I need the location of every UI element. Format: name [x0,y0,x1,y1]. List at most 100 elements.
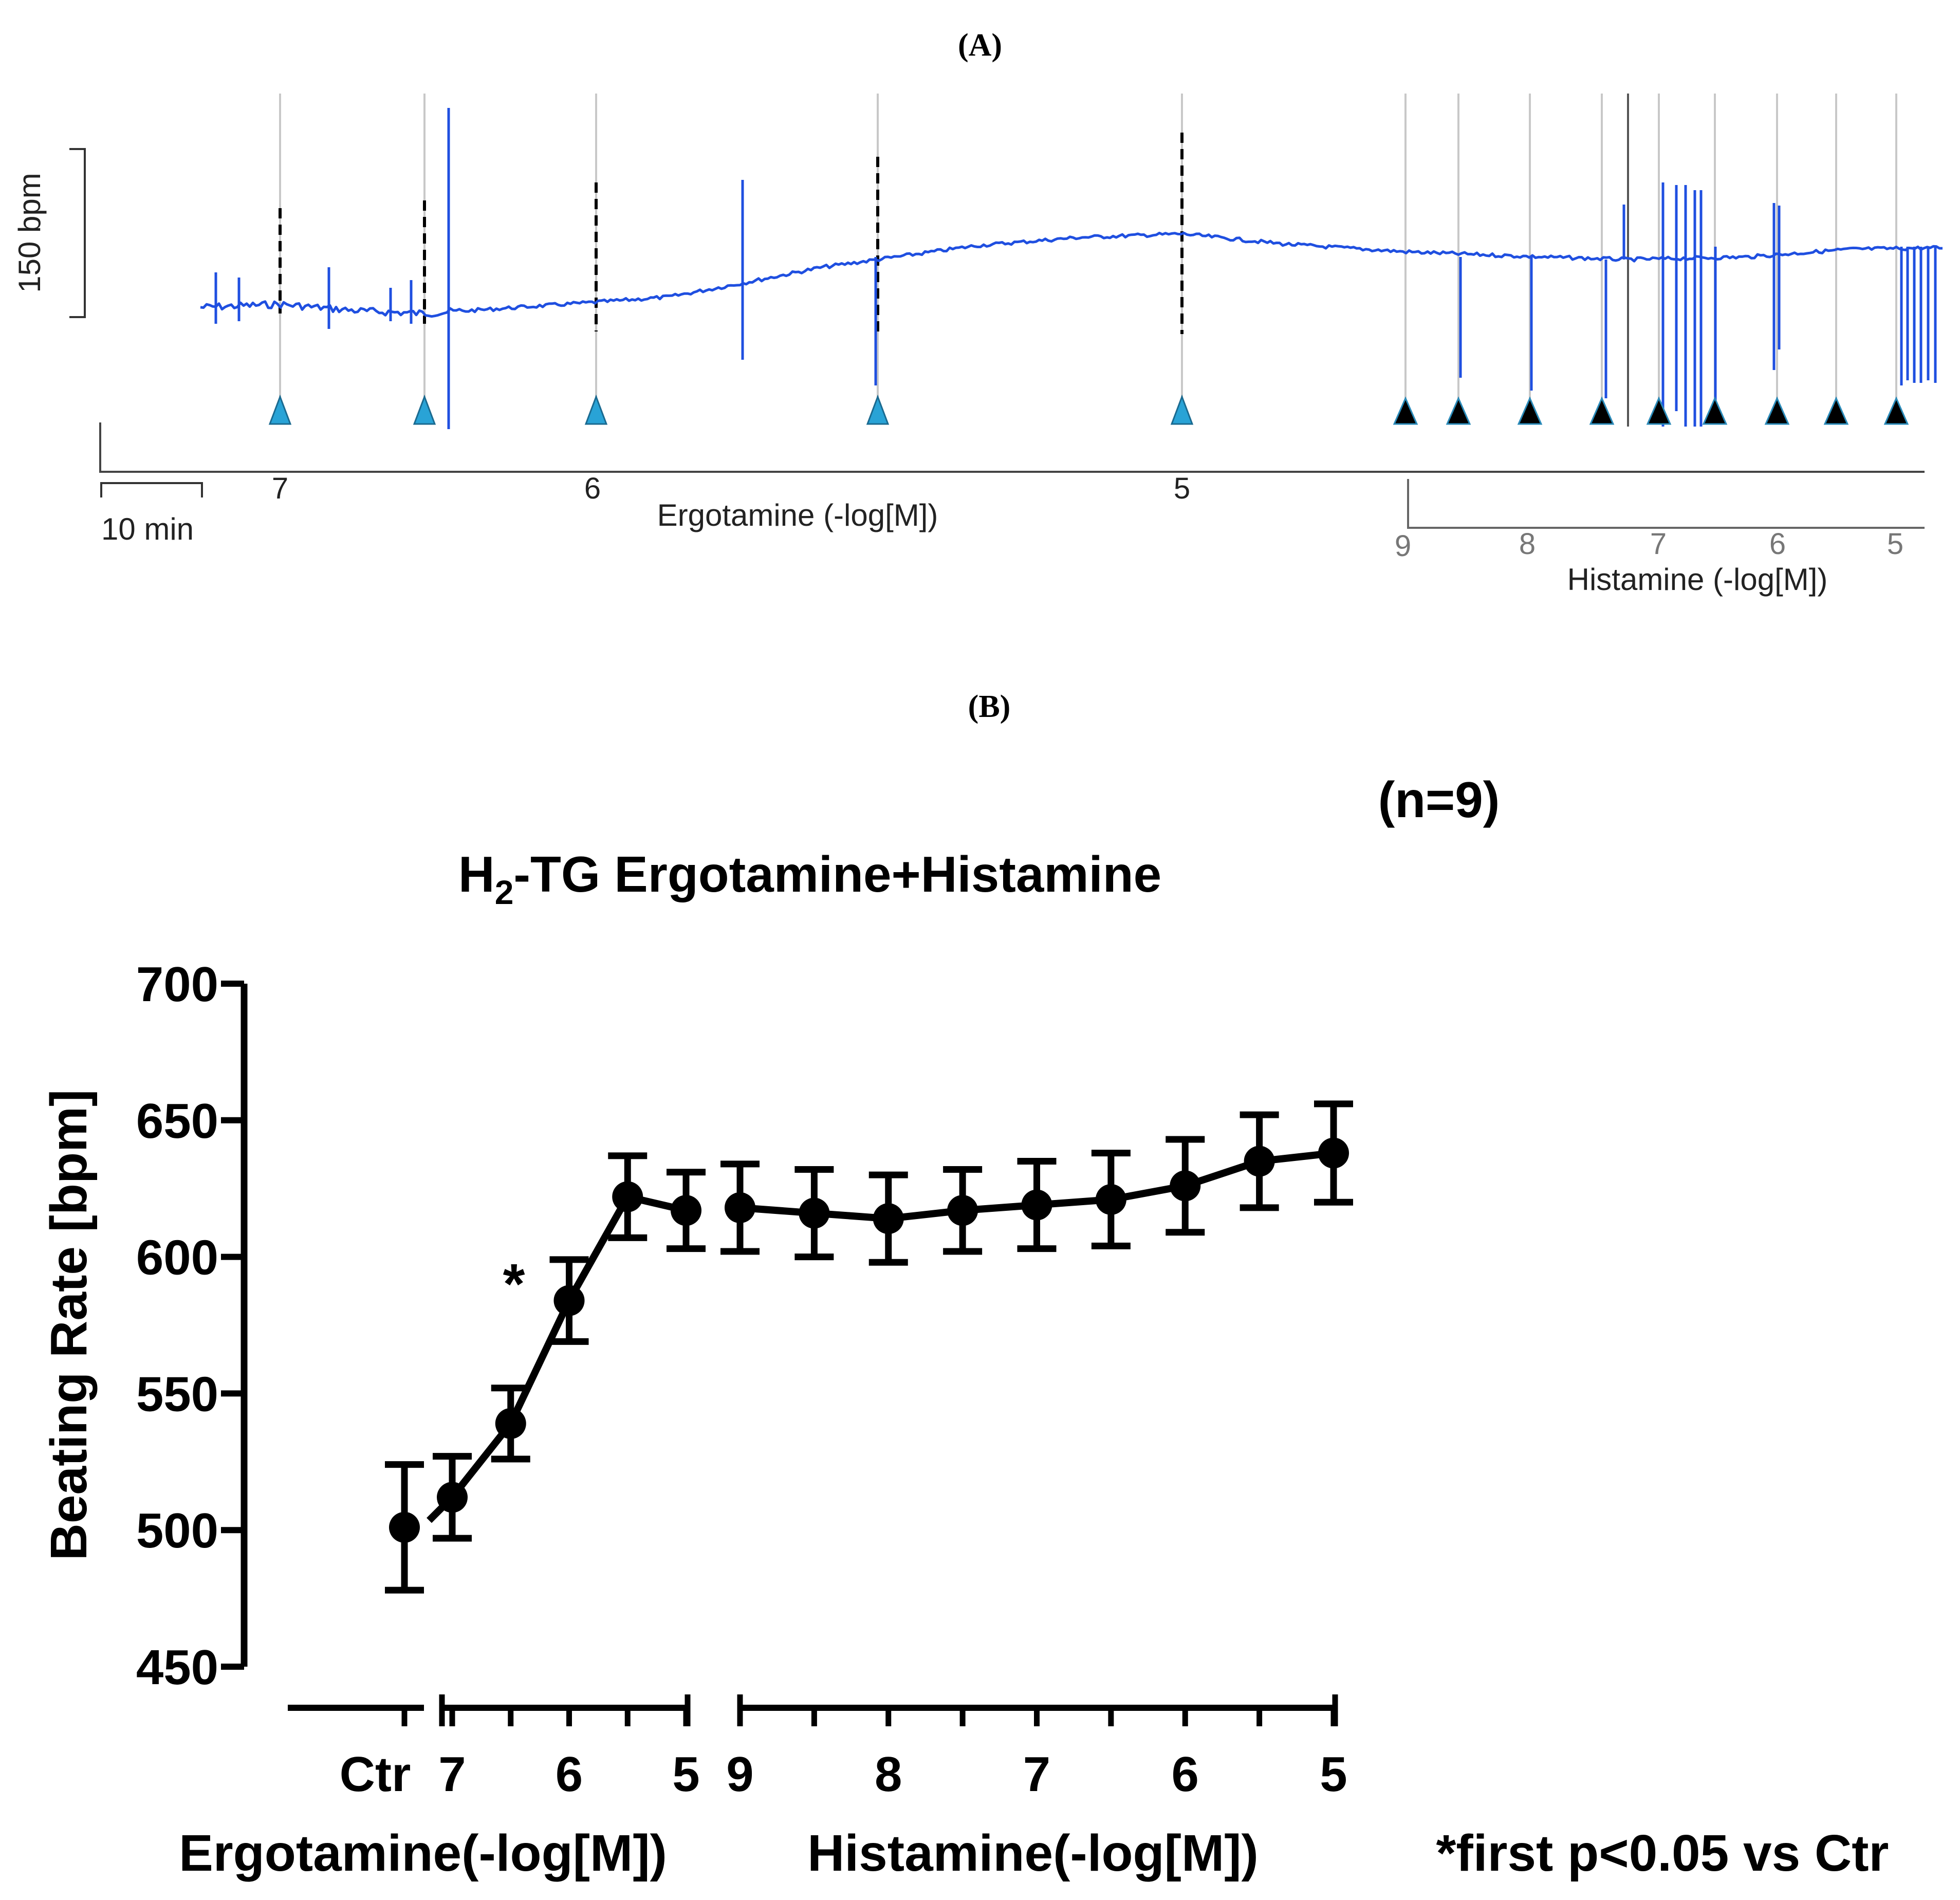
series-line [427,1193,687,1523]
black-triangle-icon [1589,396,1615,425]
his-tick-7: 7 [1650,527,1667,561]
dashed-addition-lines [279,133,1184,334]
black-triangle-icon [1517,396,1543,425]
histamine-addition-marker [1517,396,1543,425]
panel-a-label: (A) [958,28,1002,63]
ergotamine-axis-label: Ergotamine (-log[M]) [657,498,938,532]
data-point [947,1195,978,1226]
his-tick-6: 6 [1769,527,1786,561]
histamine-addition-marker [1446,396,1471,425]
data-point [1021,1189,1052,1221]
data-point [671,1195,701,1226]
y-scale-bar-label: 150 bpm [12,173,47,293]
data-point [1318,1137,1349,1169]
blue-triangle-icon [866,394,890,425]
his-tick-8: 8 [1519,527,1536,561]
y-tick-label: 650 [136,1094,218,1149]
data-point [553,1285,585,1316]
histamine-addition-marker [1589,396,1615,425]
histamine-addition-marker [1646,396,1672,425]
histamine-addition-marker [1764,396,1790,425]
histamine-axis-segment: 9 8 7 6 5 [726,1705,1347,1802]
erg-tick-7: 7 [272,472,288,505]
histamine-group-label: Histamine(-log[M]) [807,1824,1259,1882]
data-series [385,1100,1353,1594]
ergotamine-axis-segment: 7 6 5 [438,1705,700,1802]
data-point [725,1192,755,1223]
data-point [1170,1170,1201,1202]
ergotamine-group-label: Ergotamine(-log[M]) [179,1824,667,1882]
y-axis-label: Beating Rate [bpm] [40,1090,98,1561]
histamine-time-axis: 9 8 7 6 5 Histamine (-log[M]) [1395,479,1925,597]
ergotamine-addition-marker [866,394,890,425]
erg-tick-5: 5 [1174,472,1190,505]
n-label: (n=9) [1378,771,1500,828]
ergotamine-addition-marker [268,394,292,425]
trace-artifact-spikes [214,108,1937,429]
erg-tick-6: 6 [584,472,601,505]
black-triangle-icon [1646,396,1672,425]
y-axis: 450 500 550 600 650 700 Beating Rate [bpm] [40,957,248,1695]
histamine-addition-marker [1823,396,1849,425]
time-scale-bar-label: 10 min [101,512,194,546]
x-tick-label: 7 [438,1747,466,1802]
x-tick-label: 6 [1172,1747,1199,1802]
histamine-addition-marker [1883,396,1909,425]
x-tick-label: 5 [672,1747,699,1802]
ergotamine-addition-marker [1170,394,1194,425]
ergotamine-time-axis: 7 6 5 Ergotamine (-log[M]) [99,422,1925,532]
drug-addition-markers [268,394,1909,425]
blue-triangle-icon [413,394,436,425]
histamine-axis-label: Histamine (-log[M]) [1567,562,1828,597]
data-point [1095,1184,1126,1215]
histamine-addition-marker [1393,396,1418,425]
y-tick-label: 600 [136,1230,218,1285]
panel-a: (A) 150 bpm 7 6 5 Ergotamine (-log[M]) 1… [12,28,1943,597]
data-point [1244,1146,1275,1177]
time-scale-bar: 10 min [100,482,203,546]
event-lines [279,94,1897,427]
black-triangle-icon [1446,396,1471,425]
ergotamine-series [427,1152,706,1542]
control-axis-segment: Ctr [288,1705,424,1802]
x-tick-label: 5 [1320,1747,1347,1802]
panel-b: (B) (n=9) H2-TG Ergotamine+Histamine 450… [40,689,1889,1882]
black-triangle-icon [1764,396,1790,425]
x-tick-label: 9 [726,1747,753,1802]
ergotamine-addition-marker [413,394,436,425]
data-point [389,1511,420,1543]
black-triangle-icon [1393,396,1418,425]
blue-triangle-icon [584,394,608,425]
chart-title: H2-TG Ergotamine+Histamine [458,846,1161,911]
black-triangle-icon [1883,396,1909,425]
x-tick-label: 6 [556,1747,583,1802]
his-tick-9: 9 [1395,529,1411,563]
histamine-addition-marker [1702,396,1728,425]
y-tick-label: 550 [136,1367,218,1422]
data-point [495,1408,526,1439]
his-tick-5: 5 [1887,527,1903,561]
ergotamine-addition-marker [584,394,608,425]
y-axis-ticks: 450 500 550 600 650 700 [136,957,244,1695]
y-scale-bar: 150 bpm [12,148,86,318]
data-point [437,1482,468,1513]
x-tick-label: Ctr [340,1747,411,1802]
y-tick-label: 700 [136,957,218,1012]
panel-b-label: (B) [968,689,1011,724]
black-triangle-icon [1702,396,1728,425]
data-point [873,1203,904,1234]
data-point [799,1197,830,1229]
x-axis: Ctr 7 6 5 9 8 7 6 5 [288,1694,1347,1802]
control-series [385,1461,424,1594]
histamine-series [720,1100,1353,1266]
beating-rate-trace [200,231,1943,318]
footnote: *first p<0.05 vs Ctr [1436,1824,1889,1882]
x-tick-label: 8 [875,1747,902,1802]
blue-triangle-icon [1170,394,1194,425]
significance-mark: * [503,1252,525,1316]
black-triangle-icon [1823,396,1849,425]
data-point [612,1181,643,1212]
y-tick-label: 450 [136,1640,218,1695]
blue-triangle-icon [268,394,292,425]
